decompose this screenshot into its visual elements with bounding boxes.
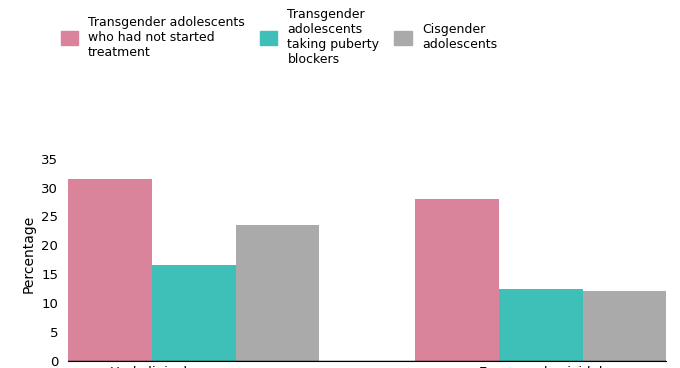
Y-axis label: Percentage: Percentage <box>22 215 36 293</box>
Bar <box>152 265 235 361</box>
Bar <box>583 291 666 361</box>
Bar <box>235 225 320 361</box>
Bar <box>415 199 499 361</box>
Bar <box>68 179 152 361</box>
Bar <box>499 289 583 361</box>
Legend: Transgender adolescents
who had not started
treatment, Transgender
adolescents
t: Transgender adolescents who had not star… <box>61 8 497 66</box>
